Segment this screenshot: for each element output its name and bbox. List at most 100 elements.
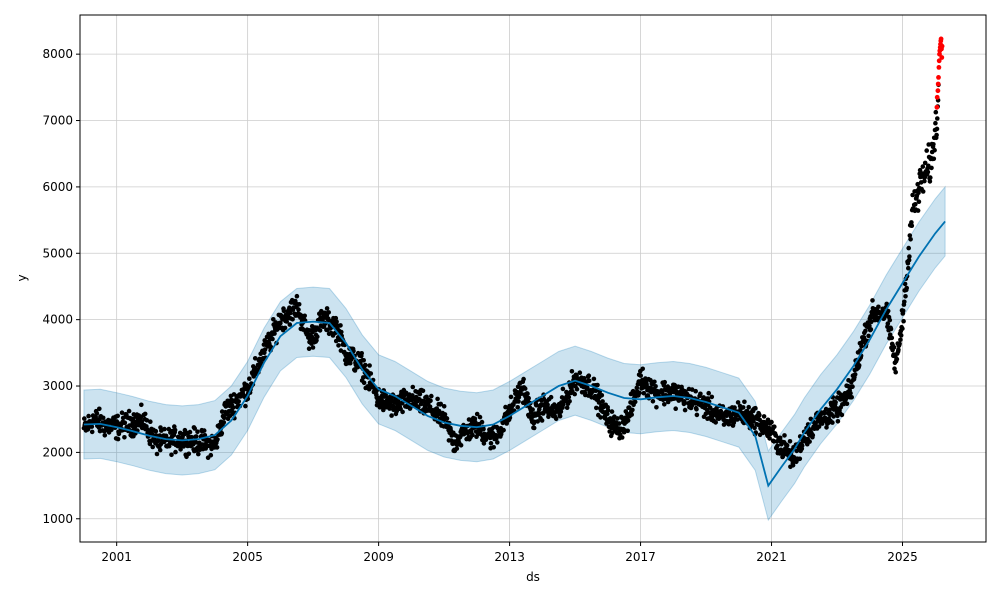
observed-point [823,406,829,412]
observed-point [931,142,936,147]
y-tick-label: 3000 [42,379,73,393]
observed-point [495,440,500,445]
x-tick-label: 2009 [363,550,394,564]
observed-point [186,451,192,457]
highlight-point [934,104,940,110]
observed-point [775,443,780,449]
observed-point [922,160,928,166]
observed-point [753,405,758,411]
observed-point [120,415,126,421]
observed-point [933,109,939,115]
observed-point [682,407,688,413]
observed-point [501,427,506,433]
observed-point [221,415,227,421]
highlight-point [939,55,945,60]
observed-point [888,326,894,332]
observed-point [909,223,915,228]
observed-point [933,120,938,126]
observed-point [600,399,605,404]
observed-point [852,372,858,377]
observed-point [577,370,583,376]
observed-point [317,328,323,333]
observed-point [201,428,207,433]
observed-point [282,325,288,331]
observed-point [833,399,838,405]
observed-point [531,425,537,431]
observed-point [824,425,829,430]
observed-point [673,406,678,412]
observed-point [703,411,709,417]
observed-point [314,338,319,343]
observed-point [178,447,183,452]
observed-point [427,404,433,410]
observed-point [284,319,290,324]
observed-point [769,419,774,425]
observed-point [585,385,590,391]
y-tick-label: 7000 [42,114,73,128]
observed-point [931,156,937,162]
observed-point [139,402,144,408]
observed-point [122,435,127,440]
observed-point [315,334,320,340]
observed-point [545,402,550,408]
observed-point [557,413,563,419]
observed-point [593,388,599,394]
observed-point [869,319,874,325]
observed-point [790,463,796,468]
observed-point [383,392,389,398]
observed-point [830,420,835,425]
observed-point [518,391,524,397]
observed-point [162,426,167,432]
observed-point [876,304,881,310]
observed-point [530,407,535,412]
observed-point [898,337,903,343]
observed-point [900,308,906,314]
observed-point [477,414,483,420]
observed-point [693,388,698,394]
observed-point [652,379,657,385]
observed-point [887,317,893,323]
observed-point [474,411,480,417]
observed-point [230,405,236,410]
observed-point [662,402,667,407]
observed-point [142,411,148,417]
observed-point [615,416,620,421]
observed-point [368,371,374,376]
x-tick-label: 2013 [494,550,525,564]
observed-point [472,416,478,422]
observed-point [381,407,386,413]
x-axis-ticks: 2001 2005 2009 2013 2017 2021 2025 [101,542,918,564]
highlight-point [936,58,942,64]
observed-point [130,416,136,422]
observed-point [906,245,911,251]
observed-point [897,341,902,347]
observed-point [119,410,125,416]
observed-point [515,405,520,410]
observed-point [522,386,528,391]
observed-point [196,451,201,457]
observed-point [586,378,592,384]
observed-point [902,281,908,287]
y-tick-label: 5000 [42,246,73,260]
observed-point [208,452,214,458]
highlight-point [934,94,940,100]
uncertainty-band [83,185,946,522]
observed-point [306,346,312,352]
observed-point [934,126,940,132]
observed-point [784,443,790,448]
observed-point [416,404,421,410]
observed-point [732,405,737,410]
observed-point [86,413,91,419]
observed-point [920,164,926,169]
observed-point [772,424,777,430]
observed-point [599,393,605,398]
observed-point [867,323,872,329]
y-tick-label: 6000 [42,180,73,194]
highlight-point [939,43,945,49]
observed-point [338,323,343,328]
observed-point [831,414,836,419]
observed-point [438,401,444,407]
observed-point [410,384,416,390]
observed-point [157,447,163,453]
observed-point [866,333,871,339]
